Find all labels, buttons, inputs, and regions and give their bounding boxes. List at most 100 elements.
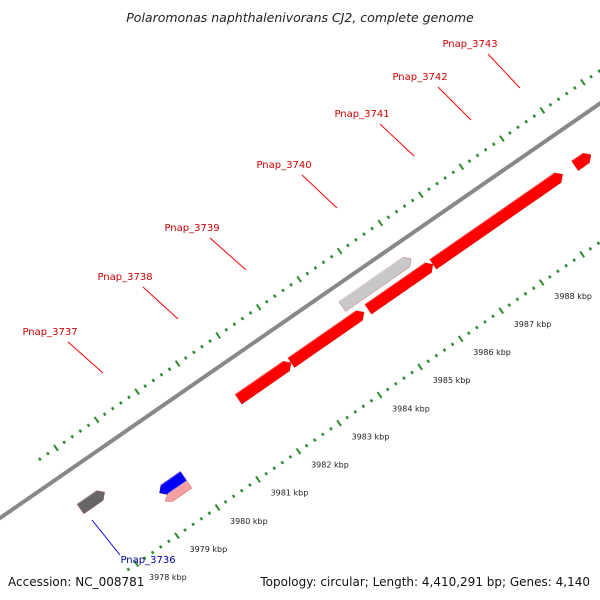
- gene-arrow-reverse-pink[interactable]: [164, 480, 193, 502]
- outer-tick: [548, 102, 553, 107]
- gene-highlight: [160, 470, 181, 486]
- gene-highlight: [234, 360, 284, 395]
- genome-stats-label: Topology: circular; Length: 4,410,291 bp…: [260, 575, 590, 589]
- gene-label[interactable]: Pnap_3742: [392, 72, 447, 83]
- scale-tick: [450, 342, 455, 347]
- gene-arrow-forward[interactable]: [429, 172, 563, 270]
- scale-tick: [361, 404, 366, 409]
- gene-highlight: [76, 489, 97, 505]
- gene-label[interactable]: Pnap_3743: [442, 39, 497, 50]
- outer-tick: [215, 331, 221, 339]
- scale-tick: [457, 335, 464, 343]
- outer-tick: [556, 97, 561, 102]
- scale-tick: [515, 297, 520, 302]
- callout-line: [67, 341, 104, 374]
- outer-tick: [516, 125, 520, 130]
- kbp-tick-label: 3980 kbp: [230, 517, 268, 526]
- scale-tick: [255, 475, 261, 483]
- gene-highlight: [287, 309, 357, 359]
- kbp-tick-label: 3985 kbp: [433, 376, 471, 385]
- gene-label[interactable]: Pnap_3739: [164, 223, 219, 234]
- scale-tick: [295, 447, 302, 455]
- outer-tick: [313, 266, 318, 270]
- outer-tick: [70, 434, 75, 439]
- gene-highlight: [167, 480, 188, 495]
- outer-tick: [532, 114, 537, 118]
- callout-line: [379, 123, 415, 157]
- scale-tick: [402, 376, 406, 381]
- outer-tick: [508, 131, 512, 135]
- gene-label[interactable]: Pnap_3738: [97, 272, 152, 283]
- outer-tick: [370, 226, 374, 231]
- outer-tick: [410, 198, 415, 203]
- scale-tick: [588, 246, 593, 251]
- scale-tick: [434, 353, 439, 358]
- outer-tick: [573, 86, 577, 90]
- gene-arrow-forward[interactable]: [287, 310, 365, 368]
- scale-tick: [312, 438, 317, 442]
- scale-tick: [207, 511, 212, 516]
- scale-tick: [385, 387, 390, 392]
- callout-line: [487, 53, 521, 89]
- scale-tick: [564, 263, 568, 268]
- outer-tick: [264, 299, 269, 304]
- outer-tick: [402, 204, 407, 208]
- outer-tick: [119, 401, 123, 405]
- outer-tick: [134, 388, 140, 396]
- gene-arrow-forward[interactable]: [364, 262, 434, 315]
- gene-highlight: [338, 256, 404, 303]
- callout-line: [209, 237, 247, 271]
- scale-tick: [596, 241, 600, 246]
- outer-tick: [362, 232, 366, 237]
- scale-tick: [304, 443, 309, 448]
- outer-tick: [296, 275, 303, 283]
- scale-tick: [272, 466, 277, 471]
- outer-tick: [102, 412, 107, 417]
- outer-tick: [240, 316, 245, 321]
- outer-tick: [451, 170, 456, 175]
- gene-arrow-forward[interactable]: [234, 360, 292, 405]
- scale-tick: [498, 307, 505, 315]
- outer-tick: [346, 243, 350, 248]
- gene-label[interactable]: Pnap_3741: [334, 109, 389, 120]
- outer-tick: [394, 209, 399, 214]
- gene-features: [76, 152, 592, 515]
- scale-tick: [491, 314, 495, 319]
- scale-tick: [579, 250, 586, 258]
- gene-highlight: [429, 172, 555, 260]
- gene-arrow-forward-gray[interactable]: [338, 256, 412, 312]
- scale-tick: [475, 325, 479, 330]
- outer-tick: [167, 367, 172, 372]
- scale-tick: [133, 560, 140, 568]
- kbp-tick-label: 3982 kbp: [311, 461, 349, 470]
- outer-tick: [53, 444, 59, 452]
- outer-tick: [305, 271, 310, 276]
- outer-tick: [336, 247, 343, 255]
- scale-tick: [507, 303, 512, 307]
- scale-tick: [264, 471, 268, 476]
- outer-tick: [354, 237, 358, 242]
- callout-line: [301, 174, 338, 209]
- outer-tick: [174, 360, 181, 367]
- gene-arrow-forward[interactable]: [571, 152, 592, 172]
- scale-tick: [548, 275, 552, 279]
- outer-tick: [483, 147, 488, 152]
- scale-tick: [531, 286, 536, 291]
- gene-label[interactable]: Pnap_3740: [256, 160, 311, 171]
- outer-tick: [524, 119, 528, 124]
- gene-arrow-forward-dark[interactable]: [76, 490, 105, 515]
- outer-tick: [62, 440, 66, 445]
- outer-tick: [321, 260, 326, 265]
- outer-tick: [458, 163, 465, 171]
- scale-tick: [538, 279, 545, 286]
- callout-line: [142, 286, 179, 320]
- scale-tick: [410, 370, 414, 375]
- gene-label[interactable]: Pnap_3736: [120, 555, 175, 566]
- scale-tick: [523, 291, 528, 296]
- gene-label[interactable]: Pnap_3737: [22, 327, 77, 338]
- scale-tick: [174, 532, 180, 540]
- scale-tick: [345, 415, 349, 420]
- outer-tick: [475, 153, 480, 158]
- scale-tick: [353, 410, 358, 414]
- callout-line: [91, 519, 121, 556]
